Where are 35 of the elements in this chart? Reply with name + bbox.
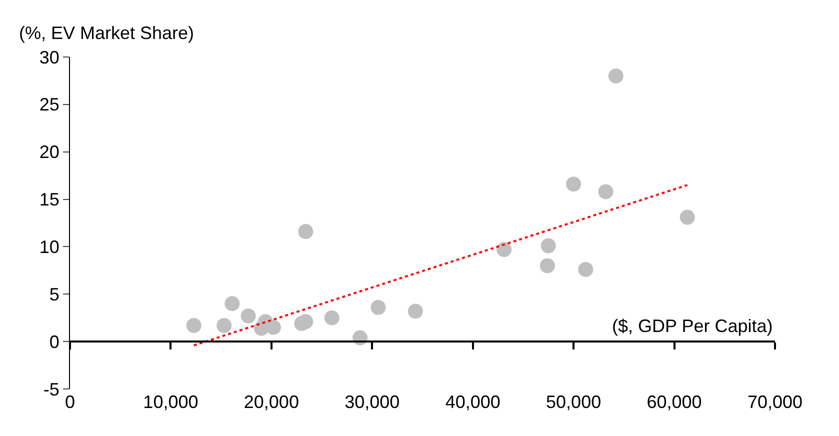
y-tick-label: 30 (39, 47, 60, 68)
x-tick-label: 10,000 (143, 392, 198, 412)
point (598, 184, 614, 200)
point (186, 318, 202, 333)
point (370, 300, 386, 315)
point (540, 238, 556, 254)
point (608, 68, 624, 84)
point (298, 224, 314, 240)
point (224, 296, 240, 312)
y-tick-label: 25 (39, 94, 60, 115)
point (566, 176, 582, 192)
x-axis-title: ($, GDP Per Capita) (612, 316, 773, 336)
x-tick-label: 40,000 (445, 392, 500, 412)
x-tick-label: 70,000 (747, 392, 803, 412)
point (216, 318, 232, 333)
y-axis-title: (%, EV Market Share) (19, 23, 194, 43)
y-tick-label: 5 (49, 284, 60, 304)
point (578, 262, 594, 277)
y-tick-label: -5 (43, 379, 60, 400)
x-tick-label: 60,000 (646, 392, 702, 412)
y-tick-label: 20 (39, 142, 60, 162)
x-tick-label: 0 (64, 392, 76, 412)
point (240, 308, 256, 324)
point (266, 320, 281, 335)
point (496, 242, 512, 258)
x-tick-label: 30,000 (344, 392, 400, 412)
point (408, 304, 423, 319)
point (680, 210, 695, 225)
y-tick-label: 10 (39, 237, 60, 258)
point (540, 258, 555, 274)
point (324, 310, 340, 326)
x-tick-label: 20,000 (244, 392, 299, 412)
y-tick-label: 0 (49, 332, 60, 352)
x-tick-label: 50,000 (546, 392, 602, 412)
y-tick-label: 15 (39, 190, 60, 210)
